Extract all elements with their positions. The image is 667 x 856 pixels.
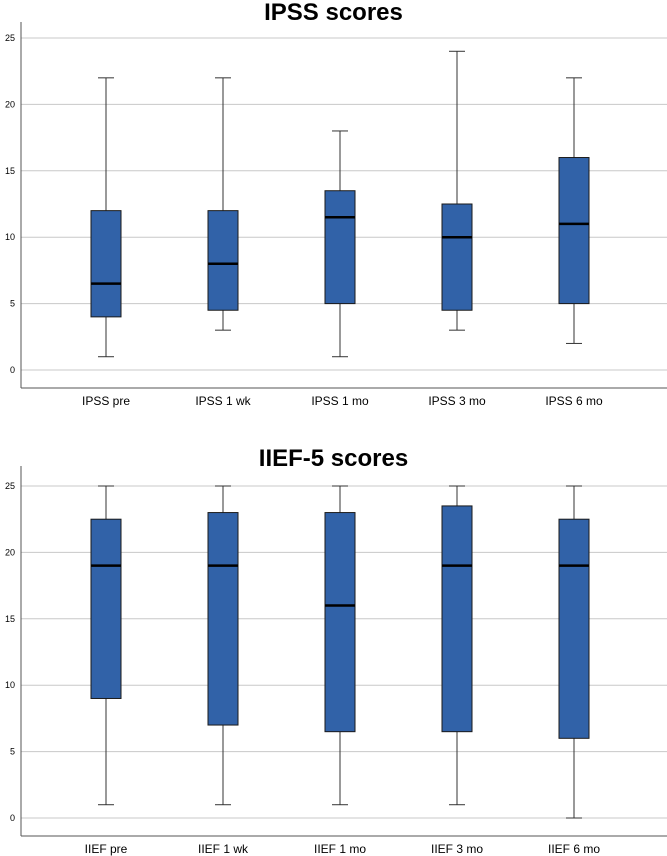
iief-chart: 0 5 10 15 20 25 IIEF pre IIEF 1 wk IIEF 1 mo IIEF… (5, 466, 667, 856)
x-category-label: IIEF 3 mo (431, 842, 483, 856)
y-tick-label: 5 (10, 299, 15, 309)
box-iqr (441, 505, 473, 733)
box-iqr (558, 157, 590, 305)
y-tick-label: 0 (10, 813, 15, 823)
x-category-label: IPSS 3 mo (428, 394, 486, 408)
y-tick-label: 10 (5, 680, 15, 690)
box-iqr (207, 512, 239, 726)
iief-chart-panel: IIEF-5 scores 0 5 10 15 20 25 IIEF pre IIEF 1 w… (0, 440, 667, 856)
box-iqr (90, 210, 122, 318)
ipss-chart-panel: IPSS scores 0 5 10 15 20 25 IPSS pre IPSS 1 wk I… (0, 0, 667, 420)
y-tick-label: 25 (5, 481, 15, 491)
box-iqr (441, 203, 473, 311)
box-iqr (324, 512, 356, 733)
ipss-chart: 0 5 10 15 20 25 IPSS pre IPSS 1 wk IPSS 1 mo IPSS… (5, 22, 667, 408)
x-category-label: IPSS pre (82, 394, 130, 408)
x-category-label: IPSS 6 mo (545, 394, 603, 408)
chart-title: IIEF-5 scores (258, 445, 409, 472)
boxplot-2 (207, 77, 239, 331)
boxplot-4 (441, 485, 473, 806)
boxplot-5 (558, 77, 590, 344)
y-tick-label: 5 (10, 747, 15, 757)
boxplot-1 (90, 77, 122, 358)
boxplot-1 (90, 485, 122, 806)
x-category-label: IIEF 6 mo (548, 842, 600, 856)
box-iqr (207, 210, 239, 311)
boxplot-3 (324, 485, 356, 806)
y-tick-label: 0 (10, 365, 15, 375)
x-category-label: IIEF 1 wk (198, 842, 249, 856)
y-tick-label: 15 (5, 166, 15, 176)
x-category-label: IIEF pre (85, 842, 128, 856)
boxplot-3 (324, 130, 356, 358)
boxplot-2 (207, 485, 239, 806)
box-iqr (558, 518, 590, 739)
y-tick-label: 20 (5, 99, 15, 109)
y-tick-label: 15 (5, 614, 15, 624)
y-tick-label: 20 (5, 547, 15, 557)
chart-title: IPSS scores (264, 0, 403, 26)
y-tick-label: 25 (5, 33, 15, 43)
x-category-label: IPSS 1 wk (195, 394, 251, 408)
box-iqr (324, 190, 356, 305)
box-iqr (90, 518, 122, 699)
x-category-label: IPSS 1 mo (311, 394, 369, 408)
boxplot-5 (558, 485, 590, 819)
y-tick-label: 10 (5, 232, 15, 242)
x-category-label: IIEF 1 mo (314, 842, 366, 856)
boxplot-4 (441, 50, 473, 331)
